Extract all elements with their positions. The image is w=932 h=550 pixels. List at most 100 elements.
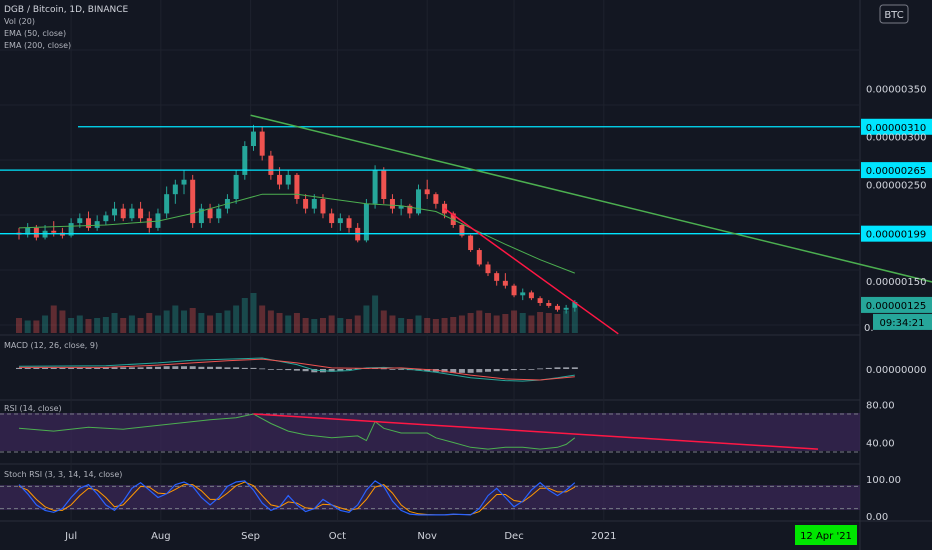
indicator-ema200-label[interactable]: EMA (200, close) bbox=[4, 41, 71, 50]
volume-bar bbox=[128, 315, 135, 333]
candle bbox=[294, 172, 300, 204]
macd-histogram-bar bbox=[511, 369, 518, 371]
candle bbox=[242, 141, 248, 180]
indicator-vol-label[interactable]: Vol (20) bbox=[4, 17, 35, 26]
time-tick-label: Oct bbox=[329, 531, 346, 542]
level-price-label: 0.00000265 bbox=[866, 166, 926, 177]
candle-body bbox=[85, 218, 91, 228]
macd-histogram-bar bbox=[224, 367, 231, 369]
macd-histogram-bar bbox=[181, 366, 188, 369]
macd-histogram-bar bbox=[198, 366, 205, 369]
date-label-box: 12 Apr '21 bbox=[795, 525, 857, 545]
volume-bar bbox=[571, 308, 578, 333]
volume-bar bbox=[215, 313, 222, 333]
macd-histogram-bar bbox=[172, 366, 179, 369]
candle-body bbox=[164, 194, 170, 214]
stoch-rsi-title[interactable]: Stoch RSI (3, 3, 14, 14, close) bbox=[4, 470, 122, 479]
volume-bar bbox=[346, 319, 353, 333]
candle bbox=[25, 223, 31, 238]
candle-body bbox=[277, 174, 283, 185]
date-label: 12 Apr '21 bbox=[800, 531, 852, 542]
indicator-ema50-label[interactable]: EMA (50, close) bbox=[4, 29, 66, 38]
candle-body bbox=[537, 298, 543, 303]
macd-histogram-bar bbox=[33, 367, 40, 369]
time-tick-label: 2021 bbox=[591, 531, 616, 542]
candle bbox=[277, 167, 283, 190]
candle-body bbox=[216, 208, 222, 219]
macd-histogram-bar bbox=[545, 367, 552, 369]
macd-histogram-bar bbox=[111, 367, 118, 369]
macd-histogram-bar bbox=[128, 367, 135, 369]
macd-histogram-bar bbox=[328, 369, 335, 372]
time-tick-label: Aug bbox=[151, 531, 171, 542]
volume-bar bbox=[337, 318, 344, 333]
candle bbox=[546, 300, 552, 308]
volume-bars bbox=[16, 293, 578, 333]
candle bbox=[181, 170, 187, 195]
candle-body bbox=[103, 215, 109, 222]
macd-histogram-bar bbox=[554, 367, 561, 369]
candle bbox=[259, 126, 265, 161]
candle-body bbox=[372, 170, 378, 204]
macd-histogram-bar bbox=[207, 366, 214, 369]
candle-body bbox=[563, 307, 569, 310]
horizontal-levels[interactable]: 0.00000310 0.00000265 0.00000199 bbox=[0, 118, 932, 242]
candle bbox=[485, 261, 491, 277]
candle bbox=[94, 215, 100, 231]
volume-bar bbox=[267, 310, 274, 333]
volume-bar bbox=[111, 313, 118, 333]
price-axis[interactable]: 0.00000350 0.00000300 0.00000250 0.00000150… bbox=[861, 84, 932, 334]
volume-bar bbox=[406, 319, 413, 333]
macd-histogram-bar bbox=[189, 366, 196, 369]
candle bbox=[416, 184, 422, 216]
candle bbox=[381, 167, 387, 204]
volume-bar bbox=[389, 315, 396, 333]
price-tick-label: 0.00000300 bbox=[866, 132, 926, 143]
trend-lines[interactable] bbox=[250, 114, 932, 335]
candle-body bbox=[476, 250, 482, 265]
macd-histogram-bar bbox=[502, 369, 509, 371]
volume-bar bbox=[189, 308, 196, 333]
macd-series: 0.00000000 bbox=[16, 357, 926, 382]
macd-histogram-bar bbox=[85, 367, 92, 369]
candle bbox=[112, 201, 118, 222]
macd-histogram-bar bbox=[137, 367, 144, 369]
candlestick-series bbox=[16, 124, 578, 314]
candle bbox=[164, 186, 170, 219]
time-axis[interactable]: Jul Aug Sep Oct Nov Dec 2021 bbox=[64, 531, 616, 542]
candle-body bbox=[389, 198, 395, 209]
candle-body bbox=[416, 189, 422, 214]
candle-body bbox=[433, 194, 439, 204]
volume-bar bbox=[311, 319, 318, 333]
candle-body bbox=[468, 235, 474, 251]
candle-body bbox=[459, 224, 465, 236]
candle bbox=[103, 211, 109, 225]
level-price-tag bbox=[861, 118, 932, 135]
macd-histogram-bar bbox=[233, 367, 240, 369]
currency-button[interactable]: BTC bbox=[879, 4, 909, 24]
volume-bar bbox=[328, 315, 335, 333]
candle bbox=[537, 296, 543, 306]
candle-body bbox=[146, 218, 152, 228]
macd-histogram-bar bbox=[250, 367, 257, 369]
rsi-band bbox=[0, 413, 860, 451]
candle bbox=[216, 203, 222, 224]
volume-bar bbox=[250, 293, 257, 333]
volume-bar bbox=[198, 313, 205, 333]
rsi-title[interactable]: RSI (14, close) bbox=[4, 404, 62, 413]
rsi-tick-label: 40.00 bbox=[866, 439, 895, 450]
macd-title[interactable]: MACD (12, 26, close, 9) bbox=[4, 341, 98, 350]
symbol-title: DGB / Bitcoin, 1D, BINANCE bbox=[4, 5, 129, 15]
candle bbox=[502, 273, 508, 289]
price-tick-label: 0.00000350 bbox=[866, 84, 926, 95]
macd-histogram-bar bbox=[16, 367, 22, 369]
candle-body bbox=[207, 208, 213, 219]
macd-histogram-bar bbox=[76, 367, 83, 369]
price-tick-label: 0.00000250 bbox=[866, 181, 926, 192]
volume-bar bbox=[380, 310, 387, 333]
macd-histogram-bar bbox=[458, 369, 465, 373]
candle bbox=[198, 203, 204, 228]
volume-bar bbox=[241, 298, 248, 333]
candle-body bbox=[572, 302, 578, 308]
